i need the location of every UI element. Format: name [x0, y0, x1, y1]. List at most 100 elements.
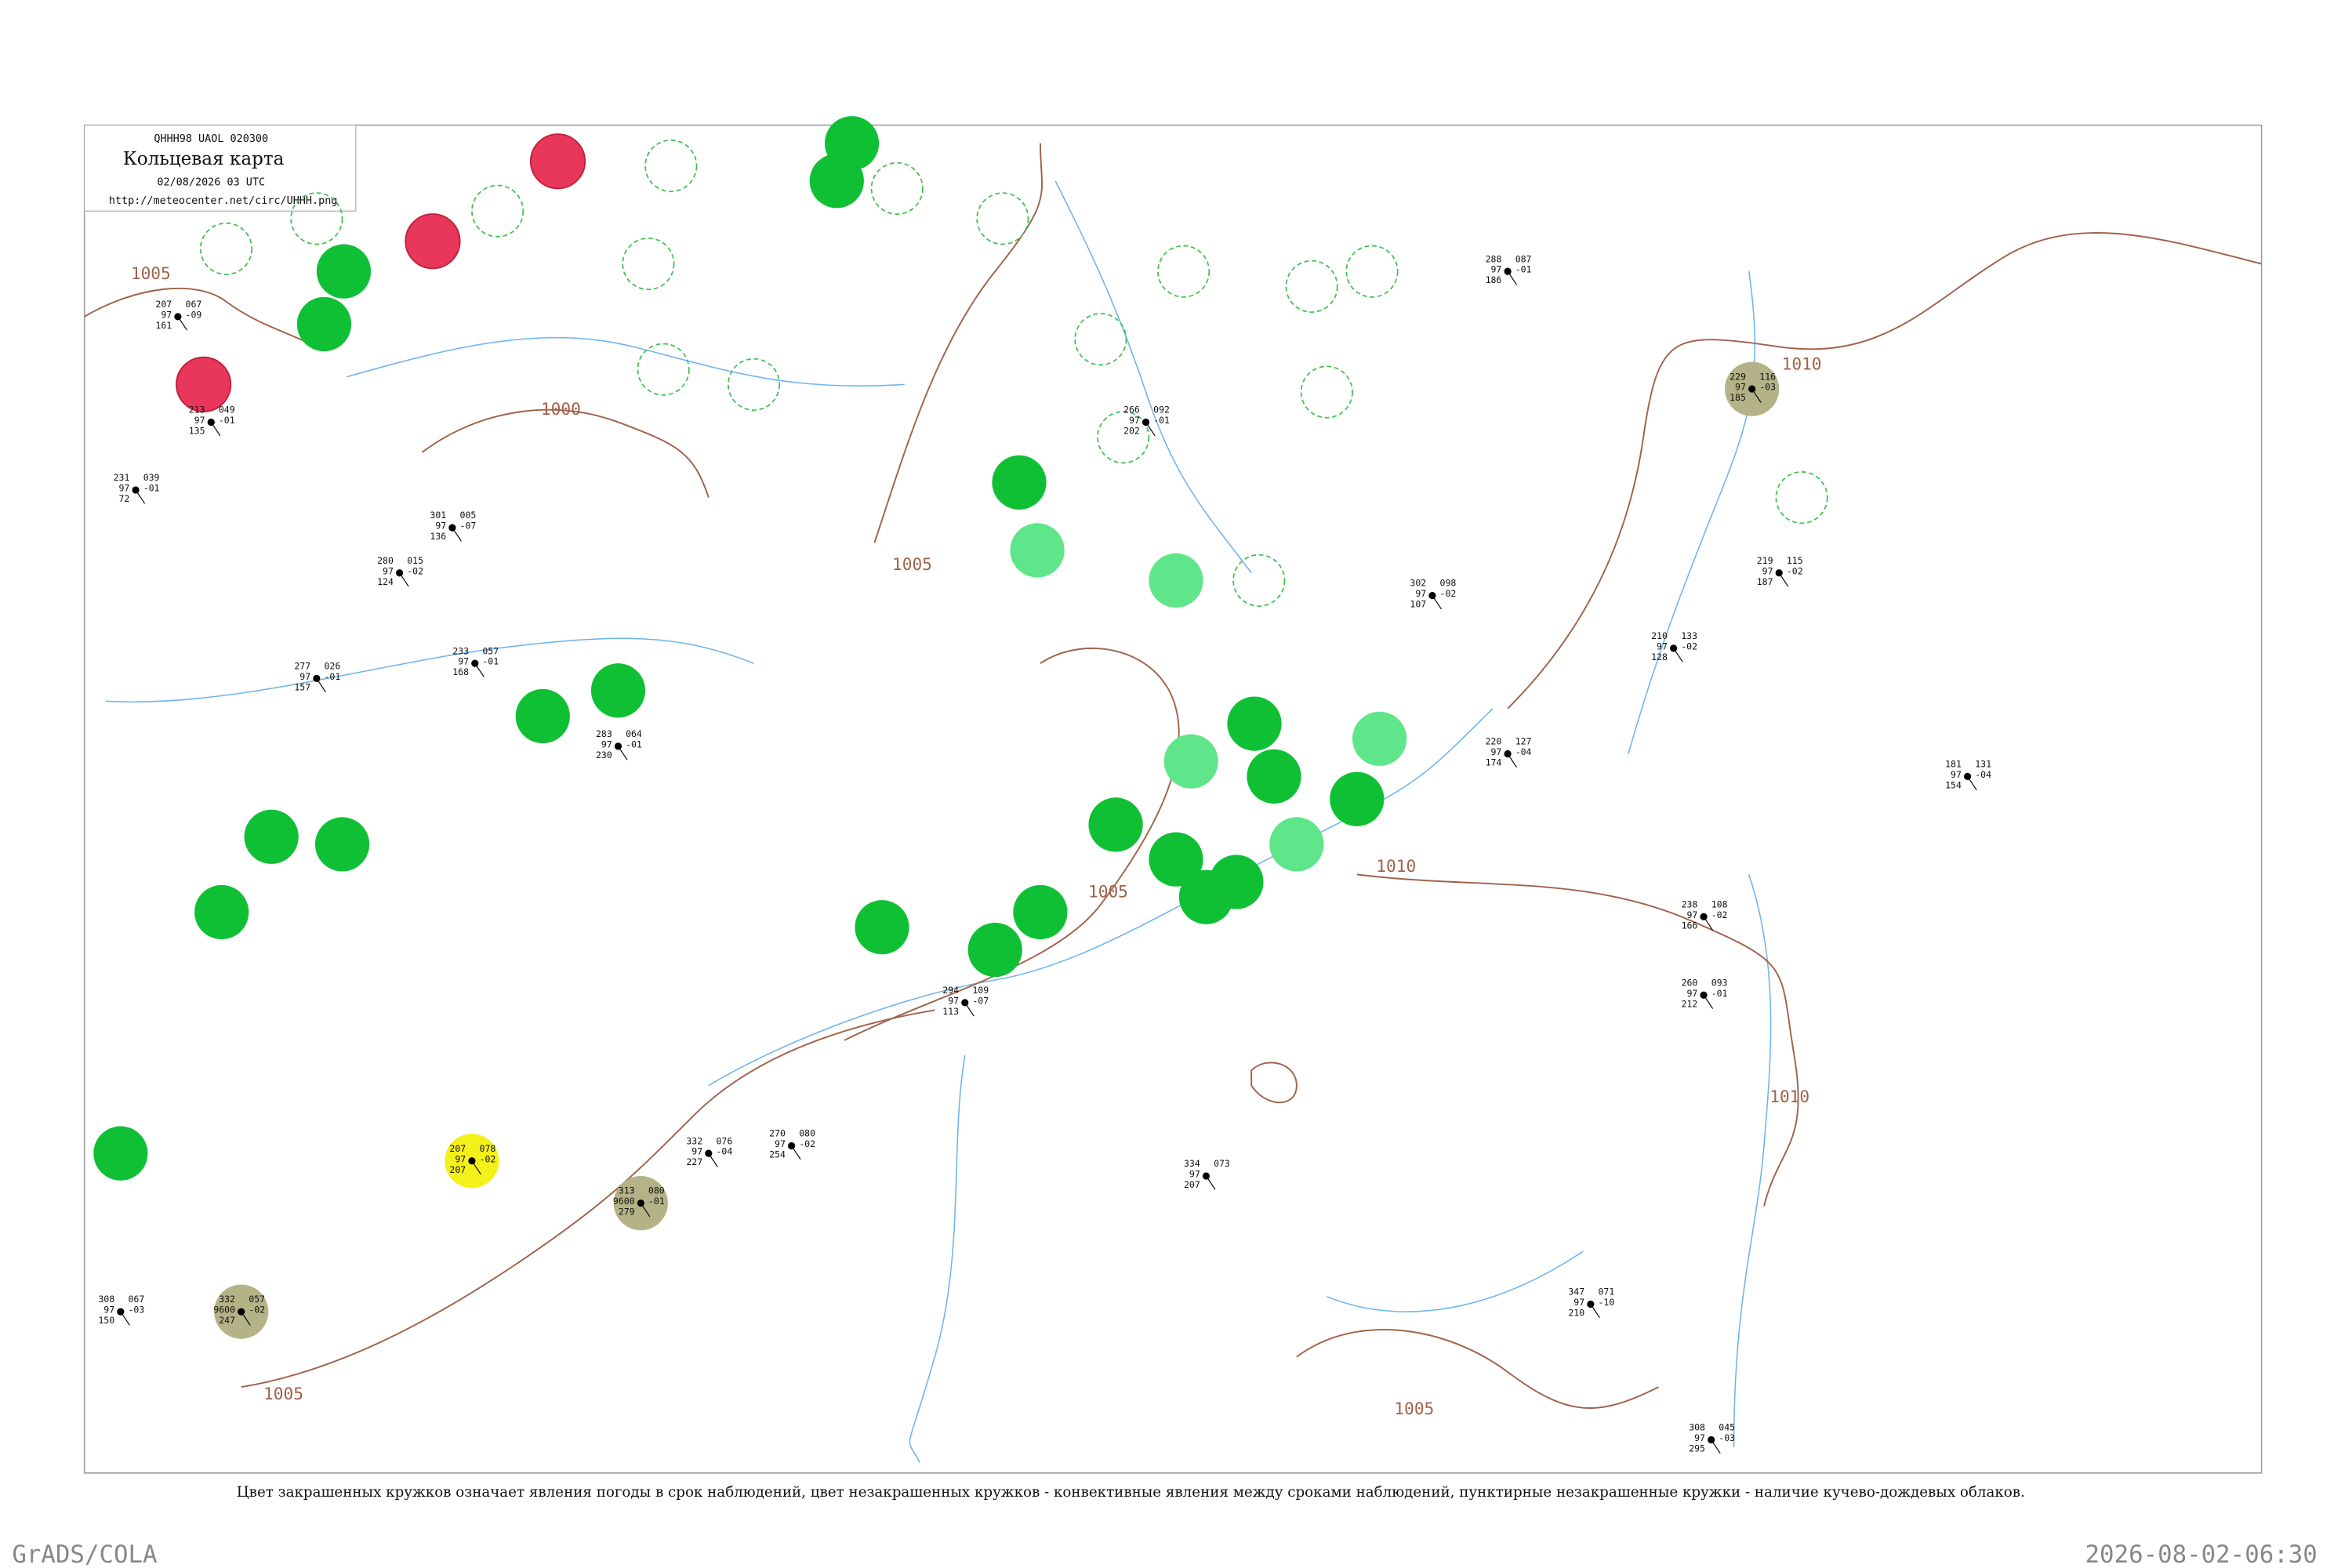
weather-circle	[405, 213, 461, 270]
station-value: 97	[458, 656, 469, 667]
station-value: -04	[1515, 746, 1532, 757]
cb-circle	[1775, 471, 1828, 524]
cb-circle	[644, 139, 698, 193]
isobar-label: 1005	[263, 1384, 303, 1403]
station-value: 067	[128, 1294, 144, 1305]
isobar-label: 1010	[1782, 354, 1822, 373]
cb-circle	[976, 192, 1029, 245]
station-dot	[1748, 385, 1756, 393]
weather-circle	[93, 1126, 148, 1181]
station-value: 347	[1568, 1287, 1584, 1298]
wind-barb	[135, 489, 146, 504]
weather-circle	[244, 809, 299, 864]
station-value: 202	[1123, 426, 1140, 437]
station-value: 97	[1735, 382, 1746, 393]
station-value: 238	[1682, 898, 1698, 909]
wind-barb	[791, 1145, 801, 1160]
station-value: 057	[482, 645, 499, 656]
station-value: 280	[377, 555, 394, 566]
weather-circle	[1149, 553, 1203, 608]
station-value: 294	[942, 985, 959, 996]
weather-circle	[967, 922, 1022, 978]
station-value: -02	[480, 1153, 496, 1164]
station-value: 229	[1730, 371, 1746, 382]
station-value: 212	[1682, 998, 1698, 1009]
station-value: 113	[942, 1006, 959, 1017]
station-value: 181	[1945, 759, 1962, 770]
header-box: QHHH98 UAOL 020300 Кольцевая карта 02/08…	[84, 125, 357, 212]
station-value: 073	[1214, 1158, 1230, 1169]
station-value: 067	[186, 299, 202, 310]
station-value: 015	[407, 555, 423, 566]
station-value: 97	[1657, 641, 1668, 652]
footer-left: GrADS/COLA	[12, 1541, 157, 1568]
cb-circle	[199, 222, 253, 275]
station-value: 97	[1573, 1297, 1584, 1308]
wind-barb	[1507, 270, 1518, 285]
weather-circle	[992, 455, 1047, 510]
station-value: 231	[114, 472, 130, 483]
cb-circle	[1074, 313, 1127, 366]
station-value: 97	[1129, 415, 1140, 426]
station-value: 049	[219, 405, 235, 416]
wind-barb	[1703, 916, 1714, 931]
cb-circle	[1345, 245, 1399, 298]
station-dot	[1964, 772, 1972, 780]
stations: 21397135049-0120797161067-0928097124015-…	[98, 253, 1991, 1454]
station-value: 302	[1410, 578, 1426, 589]
station-value: -01	[1515, 264, 1532, 275]
header-frame	[84, 125, 357, 212]
station-value: 230	[596, 750, 612, 760]
station-value: 97	[948, 995, 959, 1006]
station-value: 97	[435, 521, 446, 532]
station-value: 115	[1787, 555, 1803, 566]
station-value: -02	[1711, 909, 1728, 920]
station-value: 136	[430, 531, 446, 542]
station-value: 219	[1757, 555, 1773, 566]
cb-circle	[1285, 260, 1338, 313]
station-value: 97	[194, 415, 205, 426]
weather-circle	[1227, 696, 1282, 751]
station-value: 078	[480, 1143, 496, 1154]
wind-barb	[964, 1002, 975, 1017]
station-value: 005	[460, 510, 477, 521]
isobar-label: 1010	[1376, 856, 1416, 876]
weather-circle	[809, 154, 864, 209]
weather-circle	[1352, 711, 1407, 766]
wind-barb	[452, 527, 462, 542]
header-title: Кольцевая карта	[123, 149, 285, 169]
weather-circle	[296, 296, 352, 352]
station-dot	[961, 999, 969, 1007]
station-value: -01	[648, 1196, 665, 1207]
station-value: -02	[799, 1138, 815, 1149]
station-value: 133	[1681, 630, 1697, 641]
station-value: 116	[1759, 371, 1776, 382]
station-value: -02	[1681, 641, 1697, 652]
isobar-label: 1005	[1394, 1399, 1434, 1418]
station-value: 057	[249, 1294, 265, 1305]
station-value: 220	[1486, 736, 1502, 747]
station-value: 277	[294, 661, 310, 672]
station-value: 254	[769, 1149, 786, 1160]
wind-barb	[1967, 776, 1977, 791]
station-dot	[1428, 592, 1436, 600]
station-value: 270	[769, 1128, 786, 1139]
wind-barb	[210, 422, 221, 437]
station-value: -01	[143, 483, 160, 494]
station-value: 279	[619, 1207, 635, 1218]
station-dot	[1202, 1172, 1210, 1180]
station-value: 131	[1975, 759, 1991, 770]
wind-barb	[640, 1203, 651, 1218]
station-value: 071	[1598, 1287, 1614, 1298]
footer-right: 2026-08-02-06:30	[2085, 1541, 2318, 1568]
wind-barb	[1711, 1439, 1721, 1454]
